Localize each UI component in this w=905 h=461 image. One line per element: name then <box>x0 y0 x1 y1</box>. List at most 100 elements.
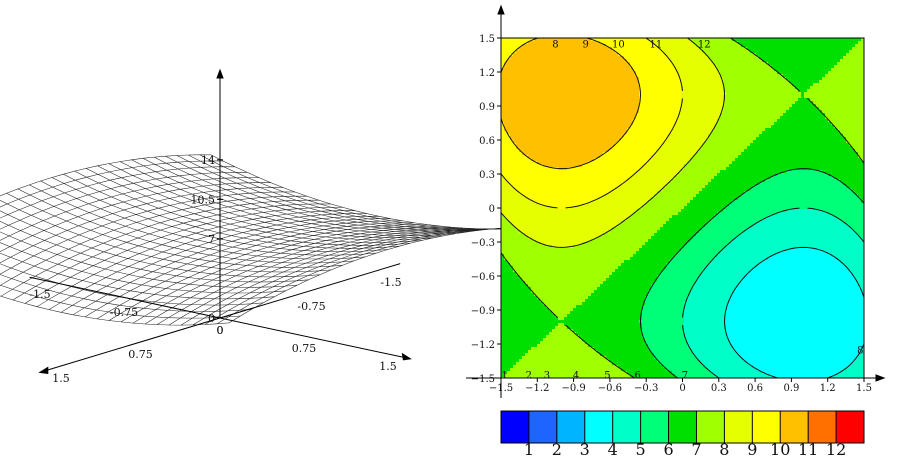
contour-cell <box>849 38 853 42</box>
contour-cell <box>561 47 565 51</box>
contour-cell <box>858 83 862 87</box>
contour-cell <box>678 134 682 138</box>
contour-cell <box>549 137 553 141</box>
contour-cell <box>546 80 550 84</box>
contour-cell <box>558 143 562 147</box>
contour-cell <box>846 38 850 42</box>
contour-cell <box>564 152 568 156</box>
contour-cell <box>666 86 670 90</box>
contour-cell <box>708 62 712 66</box>
contour-cell <box>849 74 853 78</box>
contour-cell <box>831 110 835 114</box>
contour-cell <box>717 41 721 45</box>
contour-cell <box>681 110 685 114</box>
contour-cell <box>852 152 856 156</box>
mesh-line <box>108 224 427 321</box>
contour-cell <box>696 83 700 87</box>
contour-cell <box>504 59 508 63</box>
contour-cell <box>810 44 814 48</box>
contour-cell <box>675 77 679 81</box>
contour-cell <box>786 86 790 90</box>
contour-cell <box>621 92 625 96</box>
contour-cell <box>705 146 709 150</box>
contour-cell <box>633 104 637 108</box>
contour-cell <box>654 152 658 156</box>
contour-cell <box>849 137 853 141</box>
contour-cell <box>750 116 754 120</box>
contour-cell <box>768 71 772 75</box>
contour-cell <box>786 71 790 75</box>
contour-cell <box>552 134 556 138</box>
contour-cell <box>612 125 616 129</box>
contour-cell <box>615 65 619 69</box>
contour-cell <box>588 149 592 153</box>
contour-cell <box>831 38 835 42</box>
contour-cell <box>543 92 547 96</box>
contour-cell <box>603 137 607 141</box>
y-tick-label: 0.75 <box>128 348 153 361</box>
contour-cell <box>507 110 511 114</box>
contour-cell <box>531 80 535 84</box>
contour-cell <box>789 113 793 117</box>
contour-cell <box>561 134 565 138</box>
contour-cell <box>813 41 817 45</box>
contour-cell <box>690 92 694 96</box>
contour-cell <box>693 131 697 135</box>
contour-cell <box>798 74 802 78</box>
contour-cell <box>732 71 736 75</box>
contour-cell <box>564 110 568 114</box>
contour-cell <box>588 155 592 159</box>
contour-cell <box>744 77 748 81</box>
contour-cell <box>612 149 616 153</box>
contour-cell <box>801 107 805 111</box>
contour-cell <box>798 50 802 54</box>
contour-cell <box>624 143 628 147</box>
contour-cell <box>813 89 817 93</box>
contour-cell <box>684 125 688 129</box>
contour-cell <box>822 80 826 84</box>
contour-cell <box>651 71 655 75</box>
contour-cell <box>819 62 823 66</box>
contour-cell <box>624 50 628 54</box>
contour-cell <box>588 140 592 144</box>
contour-cell <box>744 53 748 57</box>
contour-cell <box>519 74 523 78</box>
contour-cell <box>786 44 790 48</box>
contour-cell <box>777 62 781 66</box>
contour-cell <box>822 152 826 156</box>
contour-cell <box>771 68 775 72</box>
contour-cell <box>567 131 571 135</box>
contour-cell <box>798 65 802 69</box>
contour-cell <box>759 41 763 45</box>
contour-cell <box>507 92 511 96</box>
contour-cell <box>564 68 568 72</box>
contour-cell <box>861 44 864 48</box>
contour-cell <box>630 50 634 54</box>
contour-cell <box>624 101 628 105</box>
contour-cell <box>726 41 730 45</box>
contour-cell <box>849 122 853 126</box>
contour-cell <box>636 128 640 132</box>
contour-cell <box>678 62 682 66</box>
contour-cell <box>504 50 508 54</box>
contour-cell <box>693 113 697 117</box>
contour-cell <box>579 149 583 153</box>
contour-cell <box>816 131 820 135</box>
contour-cell <box>753 44 757 48</box>
contour-cell <box>702 155 706 159</box>
contour-cell <box>765 137 769 141</box>
contour-cell <box>696 134 700 138</box>
contour-cell <box>771 95 775 99</box>
contour-cell <box>744 107 748 111</box>
contour-cell <box>693 50 697 54</box>
contour-cell <box>528 143 532 147</box>
contour-cell <box>690 131 694 135</box>
contour-cell <box>804 122 808 126</box>
contour-cell <box>708 44 712 48</box>
contour-cell <box>774 83 778 87</box>
contour-cell <box>705 95 709 99</box>
contour-cell <box>624 92 628 96</box>
contour-cell <box>792 62 796 66</box>
contour-cell <box>789 131 793 135</box>
contour-cell <box>633 95 637 99</box>
